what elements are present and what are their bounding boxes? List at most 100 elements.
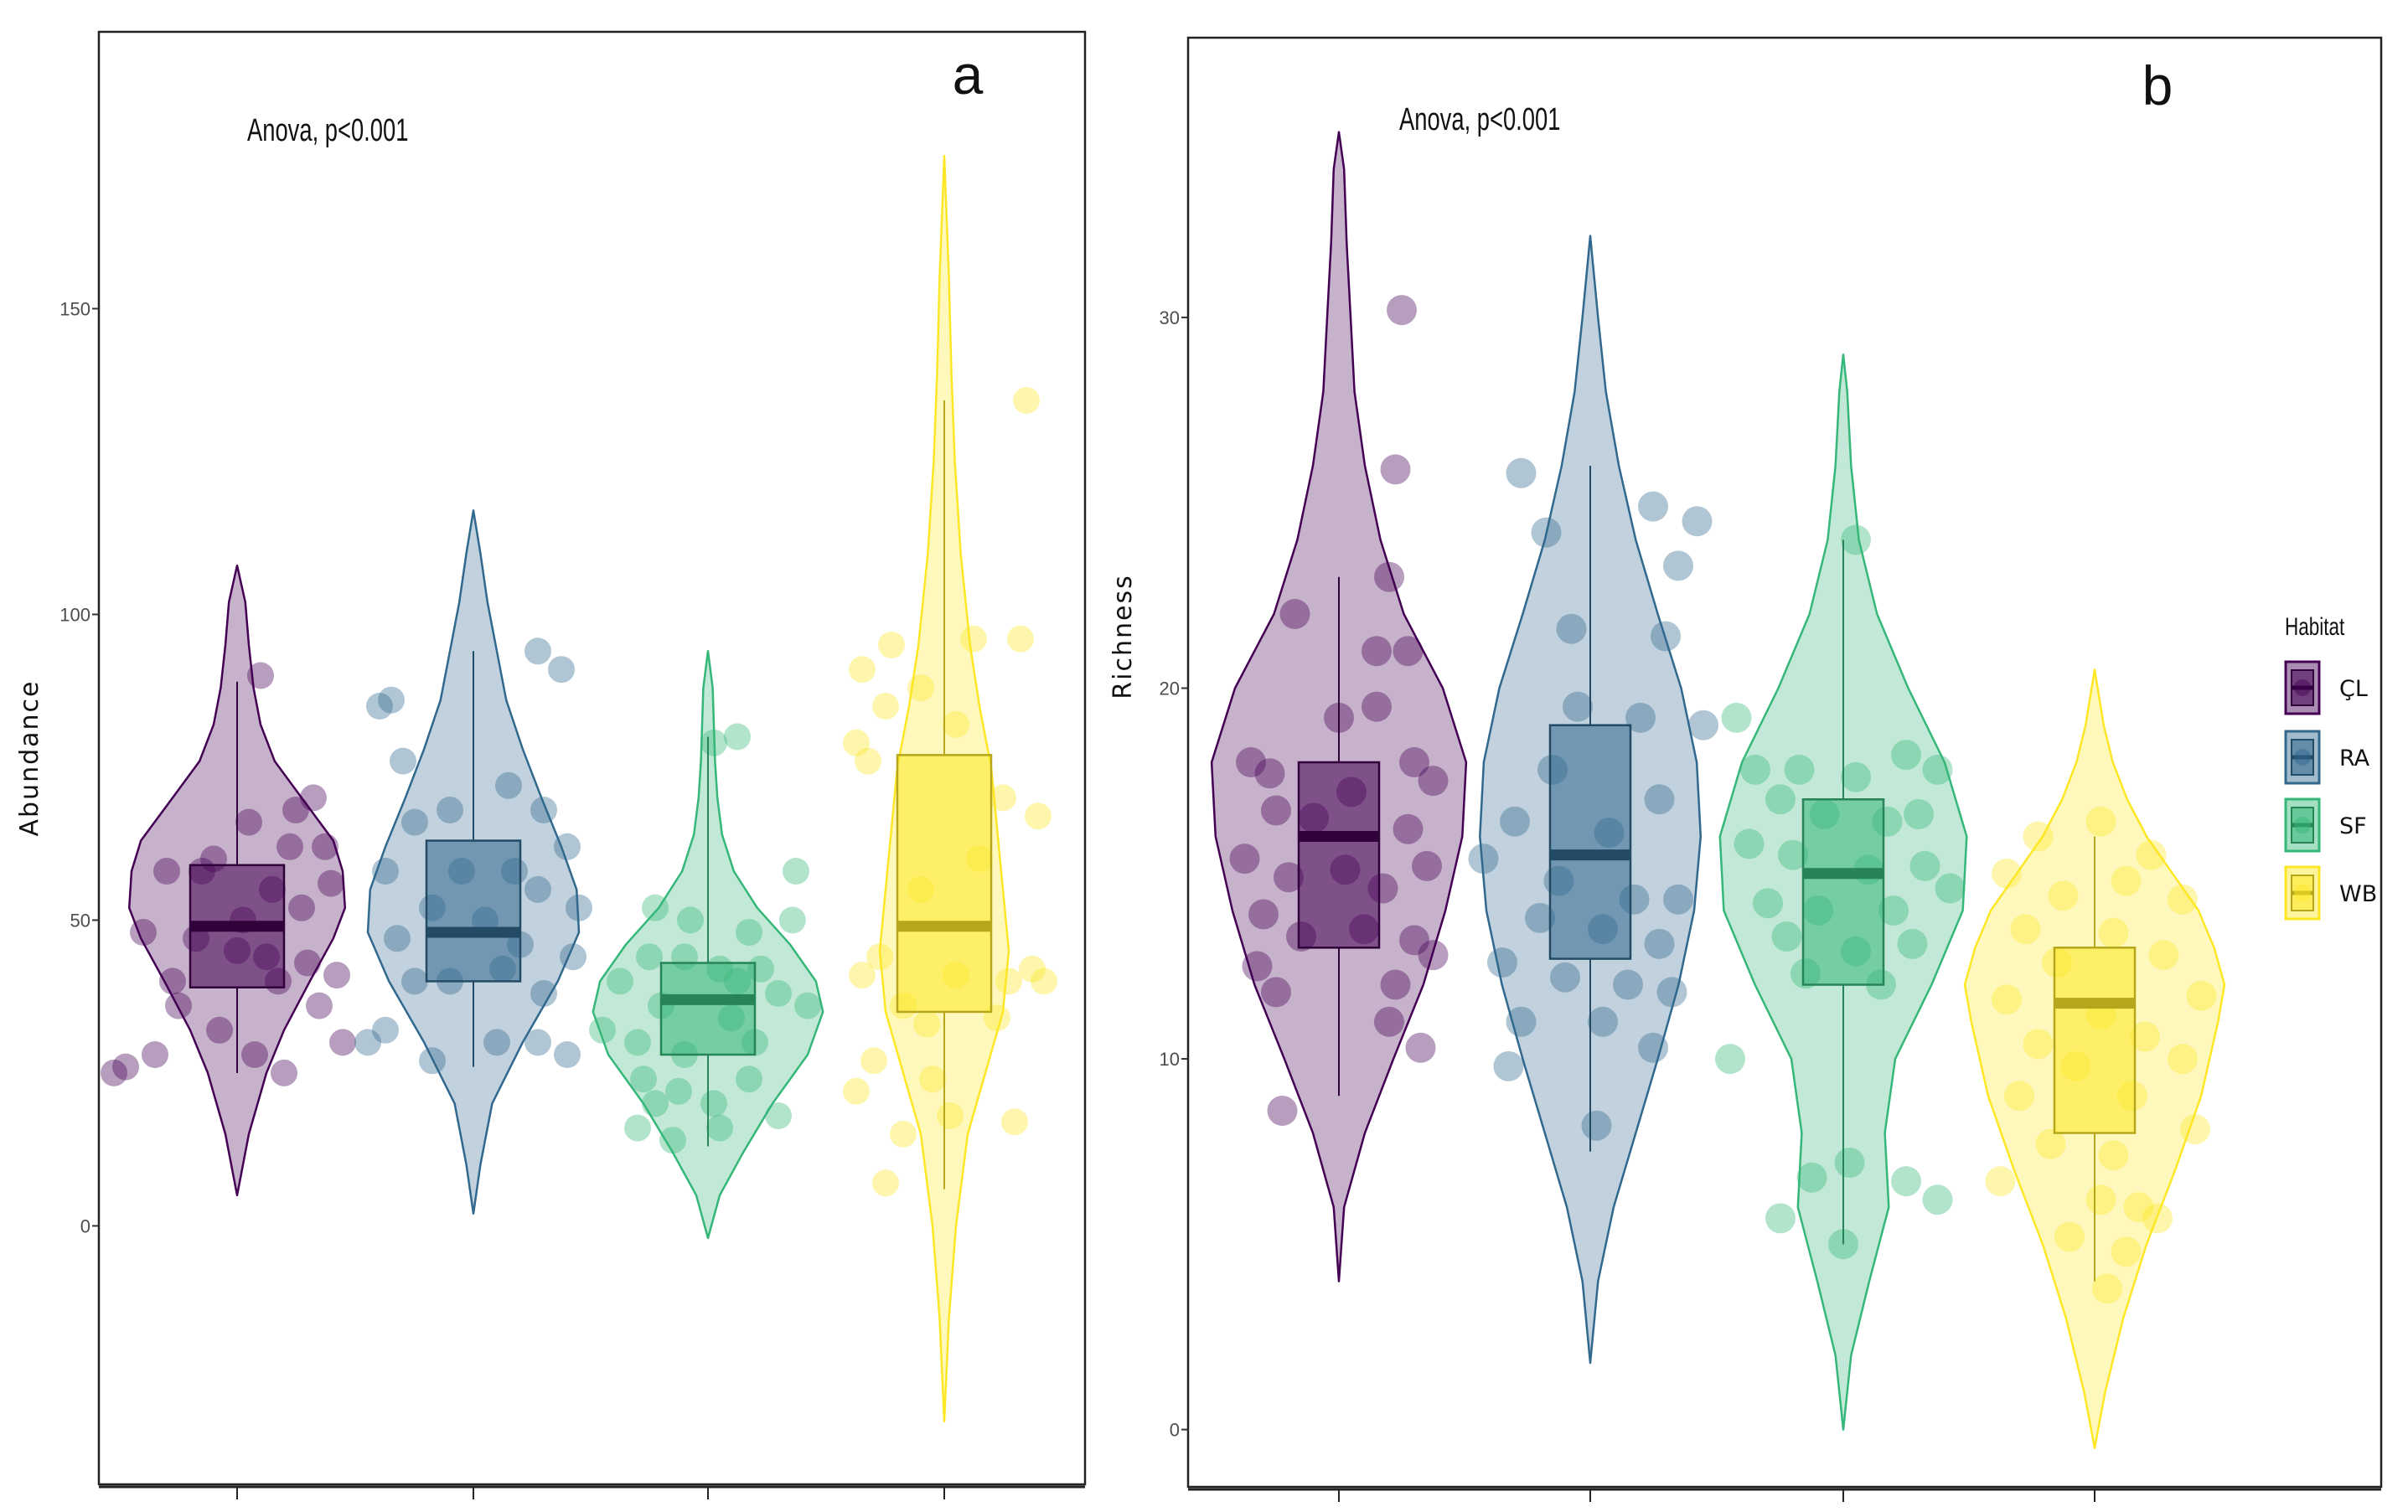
y-tick-label: 50 — [70, 910, 90, 931]
point-WB — [866, 943, 893, 971]
legend-label-SF: SF — [2339, 813, 2367, 839]
point-CL — [235, 808, 262, 836]
point-CL — [101, 1059, 127, 1086]
point-WB — [2130, 1021, 2160, 1052]
point-CL — [1242, 951, 1273, 982]
point-WB — [913, 1010, 940, 1038]
point-CL — [1362, 691, 1392, 722]
point-WB — [860, 1047, 887, 1075]
point-WB — [907, 674, 934, 702]
point-RA — [1663, 550, 1693, 581]
point-WB — [1001, 1108, 1028, 1136]
point-RA — [354, 1029, 381, 1056]
point-SF — [1721, 702, 1752, 733]
point-RA — [372, 858, 399, 885]
anova-annotation: Anova, p<0.001 — [1399, 102, 1560, 137]
point-RA — [1638, 1032, 1668, 1063]
point-SF — [1784, 754, 1815, 785]
point-RA — [530, 797, 557, 823]
point-WB — [2168, 1044, 2198, 1075]
point-CL — [130, 919, 157, 946]
point-SF — [724, 723, 751, 751]
point-CL — [1362, 636, 1392, 667]
box-WB — [2053, 947, 2137, 1134]
point-CL — [1387, 295, 1417, 326]
point-CL — [288, 894, 315, 921]
point-SF — [1771, 921, 1802, 952]
point-CL — [312, 833, 338, 860]
point-RA — [548, 656, 575, 684]
point-RA — [1581, 1110, 1612, 1141]
anova-annotation: Anova, p<0.001 — [247, 113, 408, 148]
point-CL — [1412, 850, 1442, 881]
point-WB — [2180, 1114, 2210, 1145]
point-RA — [384, 925, 411, 952]
point-SF — [589, 1016, 616, 1044]
point-WB — [1025, 802, 1052, 830]
point-WB — [843, 729, 870, 756]
point-SF — [1841, 524, 1871, 555]
point-CL — [1254, 758, 1285, 789]
point-WB — [1992, 984, 2022, 1015]
point-CL — [1418, 766, 1449, 797]
point-CL — [1380, 454, 1411, 485]
point-WB — [2142, 1203, 2173, 1234]
point-CL — [282, 797, 309, 823]
legend-item-RA: RA — [2284, 730, 2370, 785]
point-WB — [1031, 968, 1057, 995]
point-CL — [306, 992, 333, 1019]
point-SF — [624, 1114, 651, 1142]
group-RA — [354, 509, 592, 1215]
point-RA — [1688, 710, 1718, 741]
panel-a: 0 50 100 150 Abundance a Anova, p<0.001 — [15, 30, 1087, 1499]
point-RA — [554, 1041, 581, 1068]
point-WB — [1019, 955, 1046, 983]
point-RA — [401, 968, 428, 995]
point-WB — [1007, 625, 1034, 653]
plot-frame — [97, 30, 1087, 1486]
point-SF — [1922, 754, 1953, 785]
point-CL — [1229, 844, 1260, 875]
group-RA — [1468, 235, 1718, 1365]
point-CL — [247, 662, 274, 689]
point-RA — [1644, 928, 1675, 959]
point-RA — [1550, 962, 1580, 993]
point-CL — [271, 1059, 297, 1086]
point-CL — [323, 962, 350, 989]
point-WB — [2004, 1081, 2034, 1112]
point-RA — [1506, 457, 1537, 488]
point-WB — [878, 632, 905, 658]
legend-label-CL: ÇL — [2339, 676, 2368, 702]
box-SF — [1801, 798, 1885, 986]
point-WB — [2085, 806, 2116, 837]
y-tick-label: 20 — [1160, 678, 1180, 699]
point-WB — [849, 962, 876, 989]
point-SF — [700, 1090, 727, 1117]
point-RA — [1556, 613, 1587, 644]
point-RA — [1663, 884, 1693, 915]
point-RA — [437, 797, 463, 823]
point-SF — [700, 729, 727, 756]
point-SF — [630, 1066, 657, 1093]
point-RA — [560, 943, 586, 971]
point-WB — [2023, 821, 2054, 852]
legend-item-CL: ÇL — [2284, 660, 2368, 715]
point-RA — [372, 1016, 399, 1044]
point-WB — [2186, 980, 2217, 1011]
y-axis-title: Richness — [1108, 574, 1138, 699]
panel-letter: b — [2142, 54, 2173, 116]
point-CL — [276, 833, 303, 860]
point-RA — [1638, 491, 1668, 522]
point-WB — [943, 710, 969, 738]
point-RA — [419, 1047, 446, 1075]
point-WB — [919, 1066, 946, 1093]
point-SF — [1753, 888, 1783, 919]
point-SF — [1765, 1203, 1796, 1234]
point-CL — [142, 1041, 168, 1068]
point-RA — [401, 808, 428, 836]
point-WB — [872, 1169, 899, 1197]
point-SF — [1904, 799, 1934, 829]
legend-item-SF: SF — [2284, 797, 2367, 853]
point-RA — [1563, 691, 1593, 722]
point-CL — [1374, 561, 1404, 592]
